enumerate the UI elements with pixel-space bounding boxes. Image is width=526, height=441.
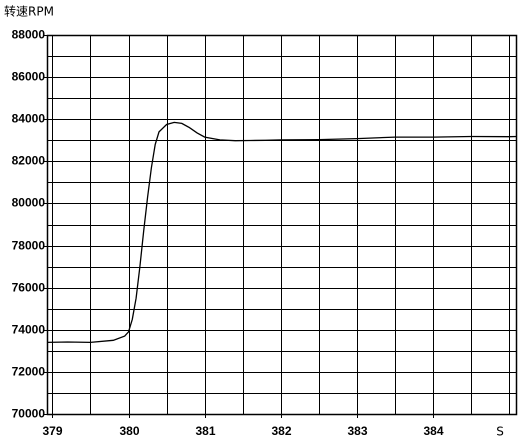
y-tick-label: 80000 — [12, 196, 46, 210]
x-tick-label: 380 — [119, 424, 139, 438]
y-tick-label: 74000 — [12, 323, 46, 337]
x-tick-label: 383 — [347, 424, 367, 438]
y-tick-label: 84000 — [12, 112, 46, 126]
y-tick-label: 78000 — [12, 239, 46, 253]
x-tick-label: 384 — [423, 424, 443, 438]
x-tick-label: 381 — [195, 424, 215, 438]
x-axis-label: S — [496, 425, 504, 439]
y-tick-label: 72000 — [12, 365, 46, 379]
plot-frame — [46, 34, 518, 416]
y-tick-label: 76000 — [12, 281, 46, 295]
chart-title: 转速RPM — [4, 4, 54, 19]
x-tick-label: 382 — [271, 424, 291, 438]
x-tick-label: 379 — [42, 424, 62, 438]
y-tick-label: 88000 — [12, 28, 46, 42]
y-tick-label: 86000 — [12, 70, 46, 84]
y-tick-label: 82000 — [12, 154, 46, 168]
data-line — [46, 121, 518, 344]
y-tick-label: 70000 — [12, 407, 46, 421]
